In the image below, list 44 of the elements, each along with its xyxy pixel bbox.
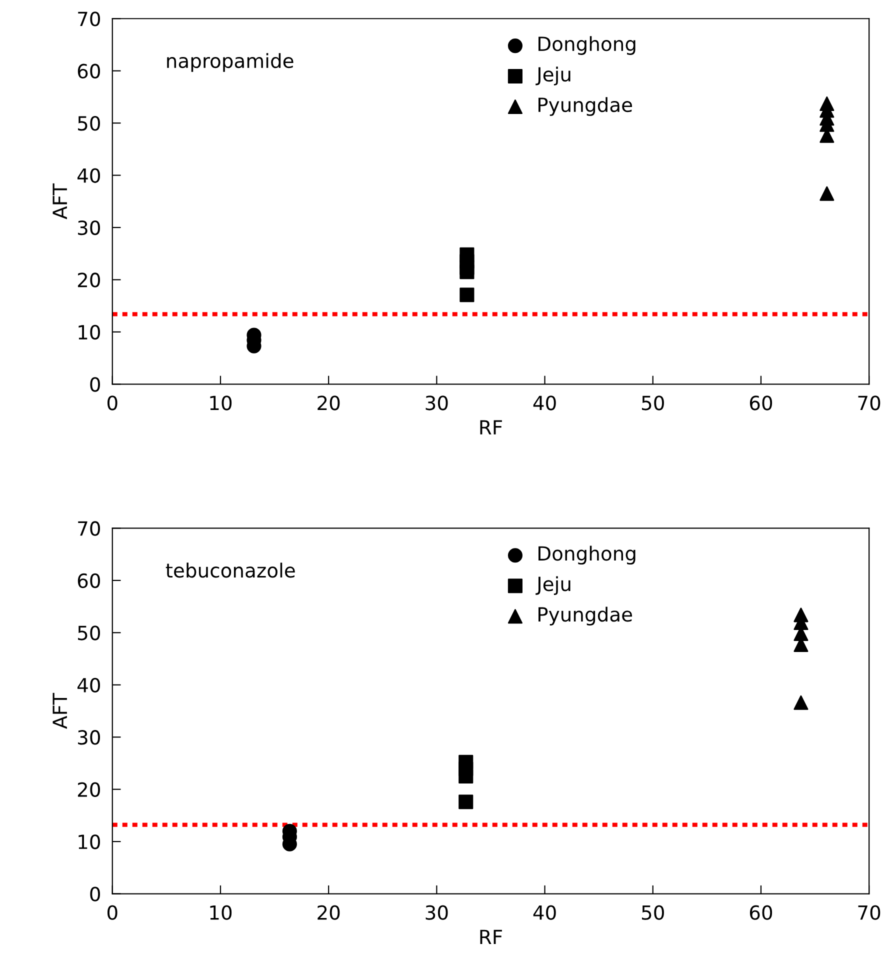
x-axis-title: RF [480,930,502,944]
x-axis-title: RF [480,420,502,434]
x-tick-label: 50 [642,396,664,410]
x-tick-label: 10 [210,396,232,410]
y-tick-label: 0 [90,886,100,902]
y-tick-label: 20 [78,272,100,288]
y-tick-label: 40 [77,678,100,693]
y-tick-label: 50 [78,626,100,640]
x-tick-label: 30 [426,396,448,410]
y-tick-label: 70 [78,12,100,26]
x-tick-label: 20 [318,905,340,920]
x-tick-label: 70 [858,396,880,410]
x-tick-label: 10 [210,905,232,920]
y-tick-label: 20 [78,782,100,797]
y-tick-label: 10 [78,324,100,340]
y-tick-label: 40 [77,168,100,183]
annotation: napropamide [167,53,294,72]
legend-label: Donghong [538,546,636,565]
legend-label: Pyungdae [538,97,632,116]
x-tick-label: 40 [533,905,556,920]
legend-label: Pyungdae [538,606,632,626]
x-tick-label: 20 [318,396,340,410]
y-tick-label: 10 [78,834,100,850]
x-tick-label: 0 [107,396,118,410]
x-tick-label: 50 [642,905,664,920]
legend-label: Donghong [538,36,636,55]
y-tick-label: 50 [78,116,100,131]
y-tick-label: 0 [90,377,100,392]
y-tick-label: 60 [78,64,100,79]
y-axis-title: AFT [52,183,67,220]
annotation: tebuconazole [166,562,295,578]
legend-label: Jeju [536,576,570,596]
y-tick-label: 60 [78,573,100,588]
legend-label: Jeju [536,66,570,86]
y-tick-label: 30 [78,220,100,236]
x-tick-label: 40 [533,396,556,410]
x-tick-label: 0 [107,905,118,920]
y-tick-label: 30 [78,730,100,745]
x-tick-label: 30 [426,905,448,920]
y-tick-label: 70 [78,521,100,536]
x-tick-label: 60 [750,905,772,920]
x-tick-label: 60 [750,396,772,410]
x-tick-label: 70 [858,905,880,920]
y-axis-title: AFT [52,692,67,729]
